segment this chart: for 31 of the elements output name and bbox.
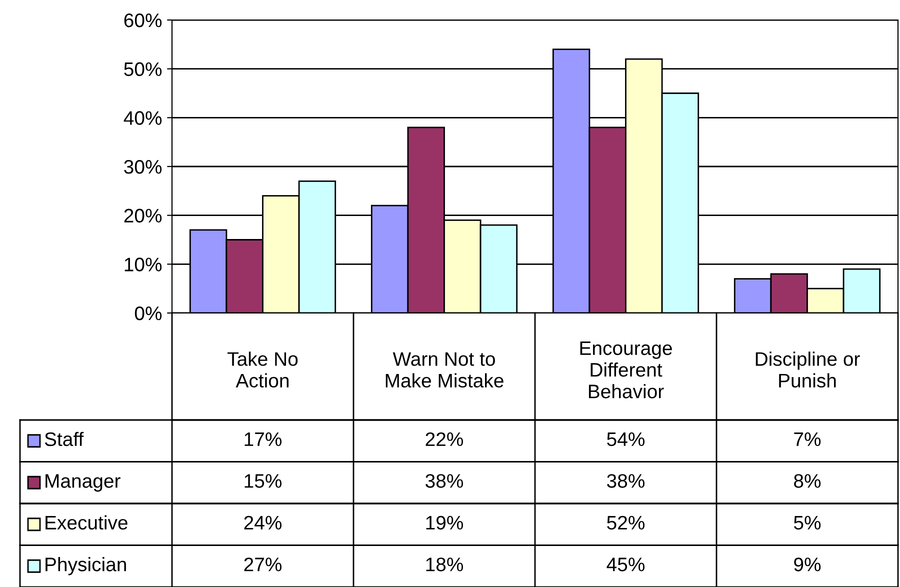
data-label: 27% [244, 558, 282, 572]
legend-label: Physician [46, 557, 126, 576]
x-tick-label: Warn Not to Make Mistake [386, 352, 504, 388]
data-label: 19% [426, 516, 464, 530]
data-label: 52% [607, 516, 645, 530]
y-tick-label: 40% [124, 111, 162, 125]
x-tick-label: Encourage Different Behavior [580, 342, 672, 398]
data-label: 24% [244, 516, 282, 530]
x-tick-label: Discipline or Punish [756, 352, 860, 388]
y-tick-label: 30% [124, 160, 162, 174]
data-label: 18% [426, 558, 464, 572]
data-label: 45% [606, 558, 645, 572]
x-tick-label: Take No Action [228, 352, 298, 388]
data-label: 38% [426, 474, 464, 488]
legend-label: Staff [44, 432, 84, 446]
y-tick-label: 50% [124, 62, 162, 76]
data-label: 38% [607, 474, 645, 488]
y-tick-label: 10% [124, 258, 162, 272]
y-tick-label: 0% [134, 306, 162, 320]
data-label: 9% [794, 558, 821, 572]
y-tick-label: 60% [124, 13, 162, 28]
y-tick-label: 20% [124, 208, 162, 223]
data-label: 15% [244, 474, 282, 488]
data-label: 54% [607, 432, 645, 446]
legend-label: Manager [46, 474, 120, 492]
data-label: 17% [244, 432, 282, 446]
data-label: 5% [794, 516, 821, 530]
data-label: 8% [794, 474, 821, 488]
legend-label: Executive [46, 515, 128, 530]
data-label: 22% [426, 432, 464, 446]
data-label: 7% [794, 432, 821, 446]
